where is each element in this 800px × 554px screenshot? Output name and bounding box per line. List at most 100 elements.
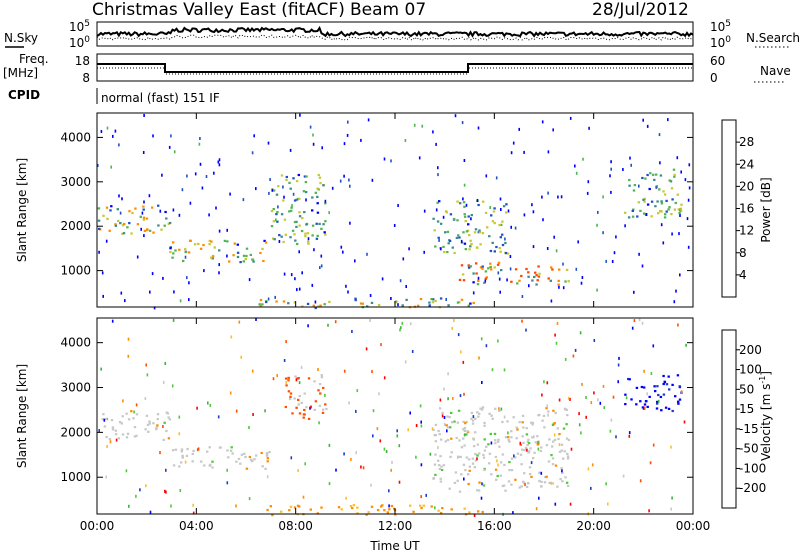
velocity-cell [152, 422, 155, 425]
power-cell [455, 236, 459, 239]
power-cell [110, 165, 112, 169]
velocity-cell [515, 426, 518, 429]
velocity-cell [554, 333, 556, 337]
power-cell [296, 288, 298, 292]
velocity-cell [178, 465, 181, 468]
power-cell [272, 208, 275, 211]
velocity-cell [490, 441, 493, 445]
power-cell [157, 204, 160, 207]
velocity-cell [556, 485, 559, 488]
power-cell [468, 248, 471, 251]
power-cell [167, 222, 170, 225]
power-cell [656, 200, 659, 203]
power-cell [159, 209, 162, 213]
nave-tick-high: 60 [710, 54, 725, 68]
power-cell [299, 113, 301, 117]
velocity-cell [98, 429, 100, 433]
velocity-cell [309, 508, 312, 511]
power-cell [472, 301, 475, 305]
power-cell [136, 223, 140, 226]
power-cell [673, 175, 676, 178]
velocity-cell [192, 503, 194, 507]
velocity-cell [283, 359, 286, 362]
velocity-cell [434, 440, 438, 443]
velocity-cell [491, 417, 494, 420]
velocity-cell [546, 381, 549, 385]
power-cell [259, 251, 262, 255]
velocity-cell [497, 339, 499, 343]
velocity-cell [554, 464, 558, 467]
power-cell [289, 148, 292, 152]
velocity-cell [643, 369, 645, 373]
power-cell [296, 198, 300, 201]
power-cell [128, 210, 131, 213]
velocity-cell [255, 318, 257, 321]
velocity-cell [496, 459, 498, 463]
velocity-xtick: 08:00 [278, 519, 313, 533]
velocity-cell [439, 455, 442, 458]
velocity-colorbar-label: Velocity [m s-1] [758, 371, 773, 461]
velocity-cell [462, 428, 465, 431]
power-cell [277, 205, 279, 209]
velocity-cell [476, 457, 478, 461]
velocity-cell [127, 337, 130, 341]
power-cell [487, 267, 490, 270]
velocity-cell [184, 460, 187, 464]
power-cell [509, 267, 512, 271]
power-cell [342, 250, 344, 254]
power-cell [218, 249, 221, 252]
velocity-cell [653, 385, 656, 388]
velocity-cell [318, 383, 322, 386]
velocity-cell [356, 512, 359, 515]
velocity-cell [209, 403, 212, 407]
power-cell [423, 250, 425, 254]
velocity-colorbar-tick: -50 [739, 442, 759, 456]
velocity-cell [646, 392, 648, 396]
velocity-cell [538, 479, 541, 483]
power-cell [311, 283, 314, 287]
velocity-cell [607, 502, 609, 506]
power-cell [564, 280, 567, 283]
velocity-cell [497, 438, 500, 441]
power-cell [106, 217, 109, 220]
velocity-colorbar-tick: 200 [739, 343, 762, 357]
power-cell [264, 241, 268, 244]
velocity-cell [453, 420, 456, 423]
power-cell [462, 231, 465, 234]
velocity-cell [164, 489, 166, 493]
velocity-cell [436, 459, 440, 462]
velocity-cell [446, 438, 450, 442]
power-cell [311, 209, 314, 212]
velocity-cell [567, 396, 570, 400]
velocity-cell [438, 407, 442, 410]
power-cell [397, 204, 399, 207]
velocity-cell [442, 464, 446, 467]
velocity-cell [343, 369, 346, 373]
velocity-cell [447, 372, 449, 376]
power-cell [293, 233, 296, 236]
velocity-cell [550, 454, 553, 457]
velocity-cell [510, 483, 513, 486]
velocity-cell [211, 466, 214, 469]
power-cell [649, 172, 652, 175]
velocity-cell [398, 480, 401, 484]
power-cell [428, 301, 431, 304]
power-cell [295, 180, 299, 183]
velocity-cell [472, 438, 476, 441]
velocity-region-0 [101, 410, 172, 441]
velocity-cell [118, 421, 122, 424]
power-cell [298, 197, 301, 200]
power-cell [123, 222, 126, 226]
velocity-region-5 [266, 504, 484, 517]
velocity-cell [640, 385, 644, 389]
power-cell [199, 137, 201, 140]
power-cell [307, 237, 310, 241]
power-cell [562, 286, 565, 290]
power-cell [463, 183, 466, 187]
power-cell [523, 150, 525, 154]
power-scatter [97, 113, 691, 310]
power-cell [114, 224, 118, 227]
cpid-label: CPID [8, 88, 40, 102]
power-cell [152, 134, 154, 138]
power-cell [294, 277, 296, 281]
